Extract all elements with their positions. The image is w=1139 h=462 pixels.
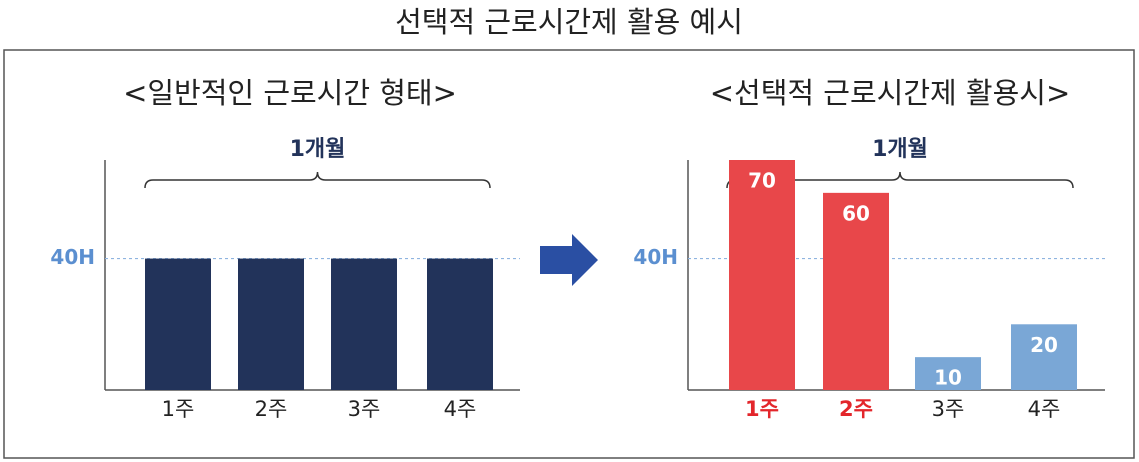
frame [3,49,1135,459]
y-tick-label: 40H [633,245,678,269]
x-tick-label: 3주 [348,397,381,421]
bar [729,160,795,390]
value-label: 60 [842,201,870,225]
bar [238,258,304,390]
x-tick-label: 4주 [1028,397,1061,421]
chart-title: <선택적 근로시간제 활용시> [710,76,1071,110]
x-tick-label: 1주 [745,397,779,421]
annotation: 1개월 [872,137,928,162]
x-tick-label: 3주 [932,397,965,421]
bar [1011,324,1077,390]
value-label: 10 [934,366,962,390]
annotation: 1개월 [290,137,346,162]
brace [144,171,491,189]
value-label: 70 [748,169,776,193]
chart-title: <일반적인 근로시간 형태> [123,76,457,110]
main-title: 선택적 근로시간제 활용 예시 [395,5,743,39]
bar [331,258,397,390]
bar [427,258,493,390]
x-tick-label: 2주 [255,397,288,421]
x-tick-label: 1주 [162,397,195,421]
bar [145,258,211,390]
y-tick-label: 40H [50,245,95,269]
bar [823,192,889,390]
x-tick-label: 2주 [839,397,873,421]
x-tick-label: 4주 [444,397,477,421]
value-label: 20 [1030,333,1058,357]
bar [915,357,981,390]
arrow [540,234,598,286]
